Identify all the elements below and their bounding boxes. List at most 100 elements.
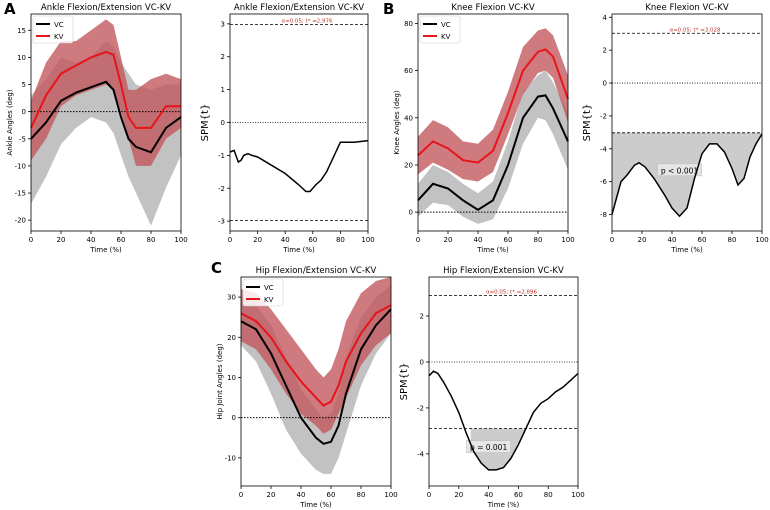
axes-frame xyxy=(417,13,569,232)
x-tick-label: 100 xyxy=(361,236,374,244)
x-tick-label: 80 xyxy=(336,236,345,244)
x-tick-label: 60 xyxy=(308,236,317,244)
x-tick-label: 60 xyxy=(514,491,523,499)
x-tick-label: 0 xyxy=(228,236,232,244)
x-tick-label: 80 xyxy=(728,236,737,244)
legend: VC KV xyxy=(242,278,284,307)
x-tick-label: 20 xyxy=(57,236,66,244)
y-tick-label: -2 xyxy=(417,404,424,412)
sd-band-kv xyxy=(241,277,391,434)
x-tick-label: 40 xyxy=(87,236,96,244)
x-tick-label: 20 xyxy=(253,236,262,244)
y-tick-label: -6 xyxy=(600,178,608,186)
spm-curve xyxy=(229,139,369,193)
threshold-label: α=0.05; t* =3.028 xyxy=(669,27,721,33)
panel-letter-a: A xyxy=(4,0,16,18)
chart-a-spm: Ankle Flexion/Extension VC-KV α=0.05; t* … xyxy=(200,3,375,254)
x-tick-label: 100 xyxy=(571,491,584,499)
legend: VC KV xyxy=(419,15,461,44)
y-tick-label: 3 xyxy=(221,20,225,28)
cluster-p-box xyxy=(657,163,702,177)
chart-c-spm: Hip Flexion/Extension VC-KV p = 0.001 α=0.… xyxy=(399,266,585,509)
mean-line-kv xyxy=(417,48,569,164)
y-tick-label: 2 xyxy=(221,53,225,61)
y-tick-label: 0 xyxy=(420,358,424,366)
mean-line-vc xyxy=(417,94,569,211)
x-axis-label: Time (%) xyxy=(282,246,315,254)
y-tick-label: 30 xyxy=(227,294,236,302)
y-tick-label: 10 xyxy=(227,374,236,382)
y-tick-label: -5 xyxy=(19,135,26,143)
y-tick-label: 15 xyxy=(17,27,26,35)
x-tick-label: 20 xyxy=(267,491,276,499)
y-tick-label: 0 xyxy=(603,80,607,88)
y-axis-label: SPM{t} xyxy=(399,363,410,401)
y-tick-label: -15 xyxy=(15,190,26,198)
y-tick-label: 4 xyxy=(603,14,608,22)
mean-line-kv xyxy=(30,50,181,129)
x-tick-label: 40 xyxy=(297,491,306,499)
axes-frame xyxy=(428,276,579,487)
x-tick-label: 20 xyxy=(444,236,453,244)
x-axis-label: Time (%) xyxy=(487,501,520,509)
x-tick-label: 80 xyxy=(534,236,543,244)
x-tick-label: 20 xyxy=(454,491,463,499)
panel-letter-b: B xyxy=(383,0,394,18)
y-tick-label: 20 xyxy=(227,334,236,342)
spm-curve xyxy=(611,133,763,218)
legend-box xyxy=(242,278,284,307)
chart-title: Ankle Flexion/Extension VC-KV xyxy=(41,3,171,13)
axes-frame xyxy=(30,13,182,232)
mean-line-kv xyxy=(240,304,392,407)
legend: VC KV xyxy=(32,15,74,44)
x-tick-label: 60 xyxy=(327,491,336,499)
chart-a-mean-sd: Ankle Flexion/Extension VC-KV VC KV 0 20 40 60… xyxy=(6,3,188,254)
y-tick-label: -10 xyxy=(15,162,26,170)
x-tick-label: 100 xyxy=(384,491,397,499)
y-tick-label: -3 xyxy=(218,218,225,226)
x-tick-label: 40 xyxy=(281,236,290,244)
x-axis-label: Time (%) xyxy=(299,501,332,509)
y-tick-label: 0 xyxy=(22,108,26,116)
x-axis-label: Time (%) xyxy=(89,246,122,254)
x-tick-label: 60 xyxy=(504,236,513,244)
y-tick-label: -2 xyxy=(600,112,607,120)
chart-title: Knee Flexion VC-KV xyxy=(645,3,729,13)
x-tick-label: 80 xyxy=(544,491,553,499)
x-tick-label: 0 xyxy=(416,236,420,244)
y-tick-label: -8 xyxy=(600,211,607,219)
x-tick-label: 100 xyxy=(755,236,768,244)
chart-title: Ankle Flexion/Extension VC-KV xyxy=(234,3,364,13)
x-tick-label: 40 xyxy=(474,236,483,244)
y-tick-label: 2 xyxy=(603,47,607,55)
threshold-label: α=0.05; t* =2.976 xyxy=(281,19,333,25)
x-axis-label: Time (%) xyxy=(670,246,703,254)
chart-c-mean-sd: Hip Flexion/Extension VC-KV VC KV 0 20 40 60 80… xyxy=(216,266,398,509)
x-tick-label: 40 xyxy=(668,236,677,244)
y-axis-label: SPM{t} xyxy=(582,104,593,142)
x-tick-label: 80 xyxy=(357,491,366,499)
cluster-p-value: p < 0.001 xyxy=(661,166,699,175)
y-tick-label: -4 xyxy=(417,450,425,458)
y-tick-label: 80 xyxy=(404,20,413,28)
axes-frame xyxy=(240,276,392,487)
x-axis-label: Time (%) xyxy=(476,246,509,254)
y-tick-label: 0 xyxy=(221,119,225,127)
x-tick-label: 0 xyxy=(610,236,614,244)
x-tick-label: 40 xyxy=(484,491,493,499)
legend-label-kv: KV xyxy=(54,33,64,41)
cluster-p-value: p = 0.001 xyxy=(470,443,508,452)
chart-title: Hip Flexion/Extension VC-KV xyxy=(443,266,564,276)
legend-box xyxy=(419,15,461,44)
y-tick-label: 20 xyxy=(404,161,413,169)
mean-line-vc xyxy=(240,308,392,445)
x-tick-label: 100 xyxy=(561,236,574,244)
y-tick-label: -2 xyxy=(218,185,225,193)
y-tick-label: 60 xyxy=(404,67,413,75)
axes-frame xyxy=(611,13,763,232)
chart-title: Hip Flexion/Extension VC-KV xyxy=(256,266,377,276)
x-tick-label: 100 xyxy=(174,236,187,244)
x-tick-label: 0 xyxy=(427,491,431,499)
